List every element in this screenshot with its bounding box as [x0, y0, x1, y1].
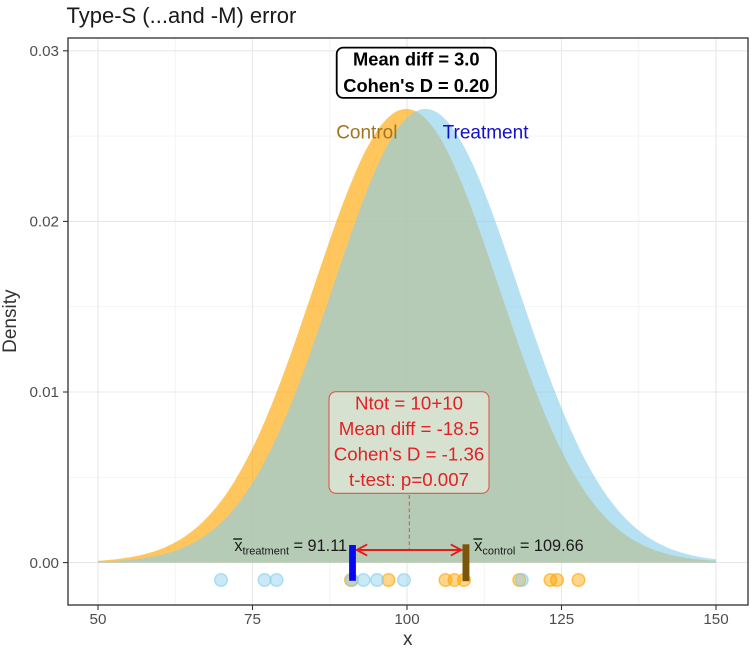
svg-text:Mean diff = 3.0: Mean diff = 3.0 — [353, 49, 479, 70]
svg-text:0.00: 0.00 — [29, 555, 59, 572]
svg-text:0.01: 0.01 — [29, 384, 59, 401]
svg-text:0.03: 0.03 — [29, 43, 59, 60]
svg-text:Cohen's D = 0.20: Cohen's D = 0.20 — [343, 75, 489, 96]
svg-text:t-test: p=0.007: t-test: p=0.007 — [349, 469, 469, 490]
svg-text:Control: Control — [336, 122, 397, 143]
svg-text:Density: Density — [0, 289, 21, 353]
svg-text:125: 125 — [549, 611, 574, 628]
svg-text:Treatment: Treatment — [443, 122, 530, 143]
svg-text:xtreatment = 91.11: xtreatment = 91.11 — [234, 537, 347, 557]
svg-text:Ntot = 10+10: Ntot = 10+10 — [355, 393, 463, 414]
svg-text:x: x — [403, 629, 413, 650]
svg-text:150: 150 — [703, 611, 728, 628]
svg-text:50: 50 — [90, 611, 107, 628]
svg-text:Cohen's D = -1.36: Cohen's D = -1.36 — [334, 444, 485, 465]
svg-text:0.02: 0.02 — [29, 214, 59, 231]
svg-text:Type-S (...and -M) error: Type-S (...and -M) error — [67, 3, 297, 28]
svg-text:Mean diff = -18.5: Mean diff = -18.5 — [339, 418, 479, 439]
svg-text:100: 100 — [394, 611, 419, 628]
svg-text:75: 75 — [244, 611, 261, 628]
